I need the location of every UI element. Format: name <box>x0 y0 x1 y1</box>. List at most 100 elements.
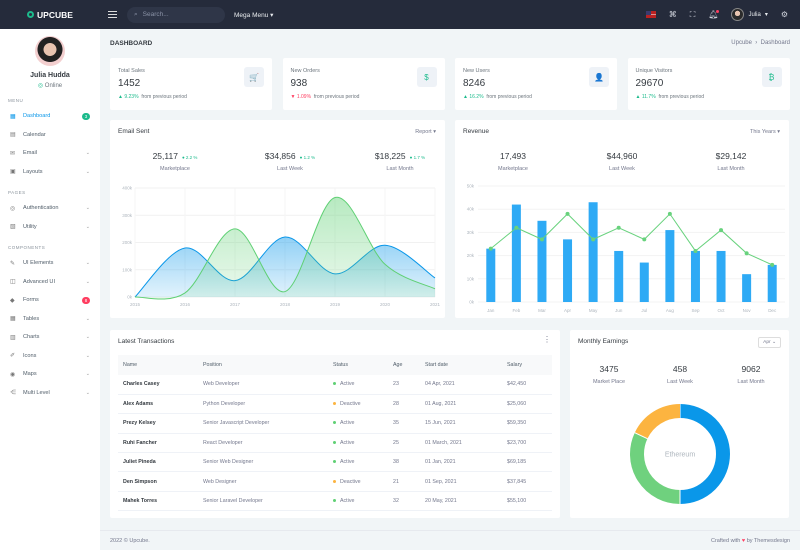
more-vertical-icon[interactable]: ⋮ <box>543 335 551 344</box>
sidebar-item-authentication[interactable]: ◎ Authentication ⌄ <box>0 199 100 218</box>
sidebar-item-label: Maps <box>23 371 37 378</box>
chevron-down-icon: ⌄ <box>85 223 90 230</box>
gear-icon[interactable]: ⚙ <box>780 10 788 19</box>
cart-icon: 🛒 <box>244 67 264 87</box>
eraser-icon: ◆ <box>10 297 15 304</box>
stat-label: New Users <box>463 68 490 74</box>
kpi-value: $34,856 <box>264 151 296 161</box>
table-cell: Mahek Torres <box>118 491 198 512</box>
stat-value: 8246 <box>463 78 486 89</box>
sidebar-item-dashboard[interactable]: ▦ Dashboard 3 <box>0 107 100 126</box>
stat-card: New Orders 938 ▼ 1.09% from previous per… <box>282 58 445 110</box>
mega-menu-button[interactable]: Mega Menu ▾ <box>234 11 274 19</box>
credits: Crafted with ♥ by Themesdesign <box>711 537 790 544</box>
bell-icon[interactable]: 🔔︎ <box>708 10 720 19</box>
table-cell: 35 <box>388 413 420 434</box>
sidebar-item-label: Layouts <box>23 168 43 175</box>
table-row[interactable]: Den Simpson Web Designer Deactive 21 01 Sep,… <box>118 471 552 492</box>
kpi-label: Last Month <box>386 166 414 172</box>
brush-icon: ✐ <box>10 353 16 360</box>
revenue-bar <box>563 239 573 302</box>
table-cell: Web Designer <box>198 471 328 492</box>
x-tick-label: Feb <box>512 308 520 313</box>
user-profile: Julia Hudda ◎ Online <box>0 29 100 89</box>
table-row[interactable]: Alex Adams Python Developer Deactive 28 01 A… <box>118 394 552 415</box>
x-tick-label: 2016 <box>180 302 191 307</box>
x-tick-label: Jun <box>615 308 623 313</box>
area-line-0 <box>134 236 436 298</box>
stat-label: New Orders <box>290 68 320 74</box>
sidebar-item-email[interactable]: ✉ Email ⌄ <box>0 144 100 163</box>
sidebar-item-forms[interactable]: ◆ Forms 8 <box>0 291 100 310</box>
user-menu[interactable]: Julia ▾ <box>731 8 768 21</box>
table-cell: 23 <box>388 375 420 395</box>
column-header[interactable]: Status <box>328 355 388 375</box>
y-tick-label: 0k <box>127 295 133 300</box>
table-row[interactable]: Prezy Kelsey Senior Javascript Developer A… <box>118 413 552 434</box>
donut-center-label: Ethereum <box>665 452 696 459</box>
table-cell: 28 <box>388 394 420 415</box>
search-input[interactable]: ⌕ Search... <box>127 6 225 23</box>
table-cell: 04 Apr, 2021 <box>420 375 502 395</box>
sidebar-item-layouts[interactable]: ▣ Layouts ⌄ <box>0 163 100 182</box>
email-sent-area-chart: 0k 100k 200k 300k 400k 2015 2016 2017 2018 2019 20… <box>122 186 440 308</box>
breadcrumb-home[interactable]: Upcube <box>731 40 752 46</box>
column-header[interactable]: Position <box>198 355 328 375</box>
table-row[interactable]: Charles Casey Web Developer Active 23 04 Apr… <box>118 375 552 395</box>
trend-arrow-icon: ▲ <box>463 94 468 100</box>
sidebar-item-charts[interactable]: ▥ Charts ⌄ <box>0 328 100 347</box>
table-cell: 25 <box>388 433 420 454</box>
table-row[interactable]: Ruhi Fancher React Developer Active 25 01 Ma… <box>118 433 552 454</box>
x-tick-label: Aug <box>666 308 675 313</box>
fullscreen-icon[interactable]: ⛶ <box>689 9 696 19</box>
revenue-line-point <box>616 225 621 230</box>
logo[interactable]: UPCUBE <box>0 10 100 20</box>
revenue-line-point <box>770 262 775 267</box>
revenue-bar <box>588 202 598 302</box>
sidebar-badge: 8 <box>82 296 90 304</box>
column-header[interactable]: Name <box>118 355 198 375</box>
status-dot-icon <box>333 382 336 386</box>
table-cell: Senior Javascript Developer <box>198 413 328 434</box>
revenue-bar <box>511 204 521 302</box>
x-tick-label: 2017 <box>230 302 241 307</box>
card-title: Latest Transactions <box>118 338 175 345</box>
stat-trend: ▼ 1.09% from previous period <box>290 94 360 100</box>
revenue-line-point <box>565 211 570 216</box>
table-row[interactable]: Juliet Pineda Senior Web Designer Active 38… <box>118 452 552 473</box>
this-years-dropdown[interactable]: This Years ▾ <box>750 129 780 135</box>
menu-toggle-icon[interactable] <box>108 11 117 18</box>
table-row[interactable]: Mahek Torres Senior Laravel Developer Acti… <box>118 491 552 512</box>
calendar-icon: ▤ <box>10 132 16 139</box>
column-header[interactable]: Salary <box>502 355 552 375</box>
column-header[interactable]: Start date <box>420 355 502 375</box>
trend-arrow-icon: ▲ <box>118 94 123 100</box>
footer: 2022 © Upcube. Crafted with ♥ by Themesd… <box>100 530 800 550</box>
report-dropdown[interactable]: Report ▾ <box>415 129 436 135</box>
revenue-bar <box>690 250 700 302</box>
month-select[interactable]: Apr ⌄ <box>758 337 781 348</box>
status-cell: Active <box>328 433 388 454</box>
table-cell: 15 Jun, 2021 <box>420 413 502 434</box>
sidebar-item-tables[interactable]: ▦ Tables ⌄ <box>0 310 100 329</box>
column-header[interactable]: Age <box>388 355 420 375</box>
sidebar-item-ui-elements[interactable]: ✎ UI Elements ⌄ <box>0 254 100 273</box>
kpi-value: 458 <box>672 364 688 374</box>
sidebar-item-advanced-ui[interactable]: ◫ Advanced UI ⌄ <box>0 273 100 292</box>
revenue-line-point <box>514 225 519 230</box>
donut-slice <box>630 432 681 504</box>
sidebar-item-maps[interactable]: ◉ Maps ⌄ <box>0 365 100 384</box>
sidebar-item-icons[interactable]: ✐ Icons ⌄ <box>0 347 100 366</box>
revenue-bar <box>767 264 777 302</box>
briefcase-icon: ◫ <box>10 279 16 286</box>
sidebar-item-multi-level[interactable]: ⋲ Multi Level ⌄ <box>0 384 100 403</box>
sidebar-item-calendar[interactable]: ▤ Calendar <box>0 126 100 145</box>
stat-card: New Users 8246 ▲ 16.2% from previous per… <box>455 58 617 110</box>
stat-change: 9.23% <box>124 94 139 100</box>
flag-us-icon[interactable] <box>645 11 656 18</box>
kpi: $29,142 Last Month <box>681 151 781 172</box>
table-cell: 20 May, 2021 <box>420 491 502 512</box>
sidebar-item-utility[interactable]: ▧ Utility ⌄ <box>0 218 100 237</box>
apps-grid-icon[interactable]: ⌘ <box>668 10 677 19</box>
share-icon: ⋲ <box>10 390 16 397</box>
